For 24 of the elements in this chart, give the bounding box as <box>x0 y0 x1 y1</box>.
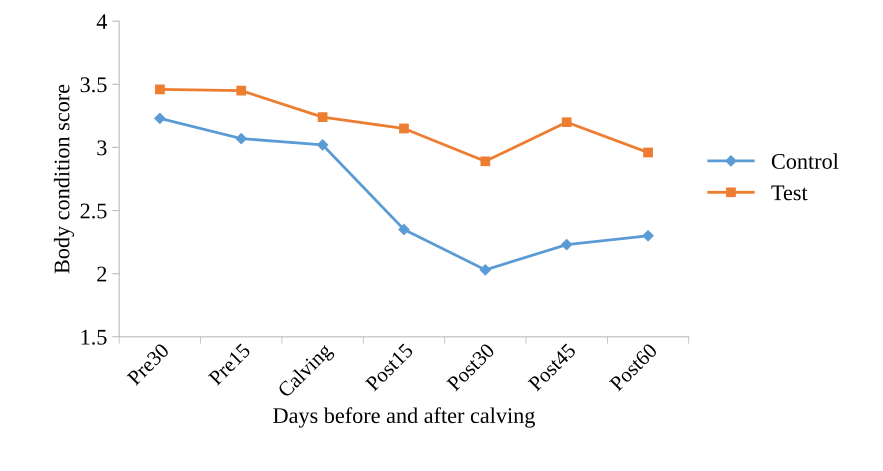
x-axis-title: Days before and after calving <box>273 407 535 428</box>
point <box>236 132 247 144</box>
legend-label: Control <box>772 153 838 169</box>
point <box>399 124 409 134</box>
point <box>562 117 572 128</box>
y-tick-label: 4 <box>96 14 108 29</box>
point <box>236 86 246 96</box>
y-tick-label: 2 <box>97 266 106 282</box>
y-axis-title: Body condition score <box>54 84 74 274</box>
point <box>642 230 654 242</box>
point <box>155 84 165 94</box>
legend-label: Test <box>771 186 808 200</box>
y-tick-label: 3 <box>97 140 107 156</box>
point <box>480 264 491 276</box>
point <box>318 112 328 122</box>
point <box>398 224 410 236</box>
y-tick-label: 1.5 <box>82 330 107 345</box>
point <box>643 148 653 158</box>
point <box>154 112 166 124</box>
point <box>561 239 572 250</box>
y-tick-label: 2.5 <box>80 204 107 219</box>
point <box>480 156 490 166</box>
point <box>317 139 328 151</box>
y-tick-label: 3.5 <box>80 77 107 92</box>
